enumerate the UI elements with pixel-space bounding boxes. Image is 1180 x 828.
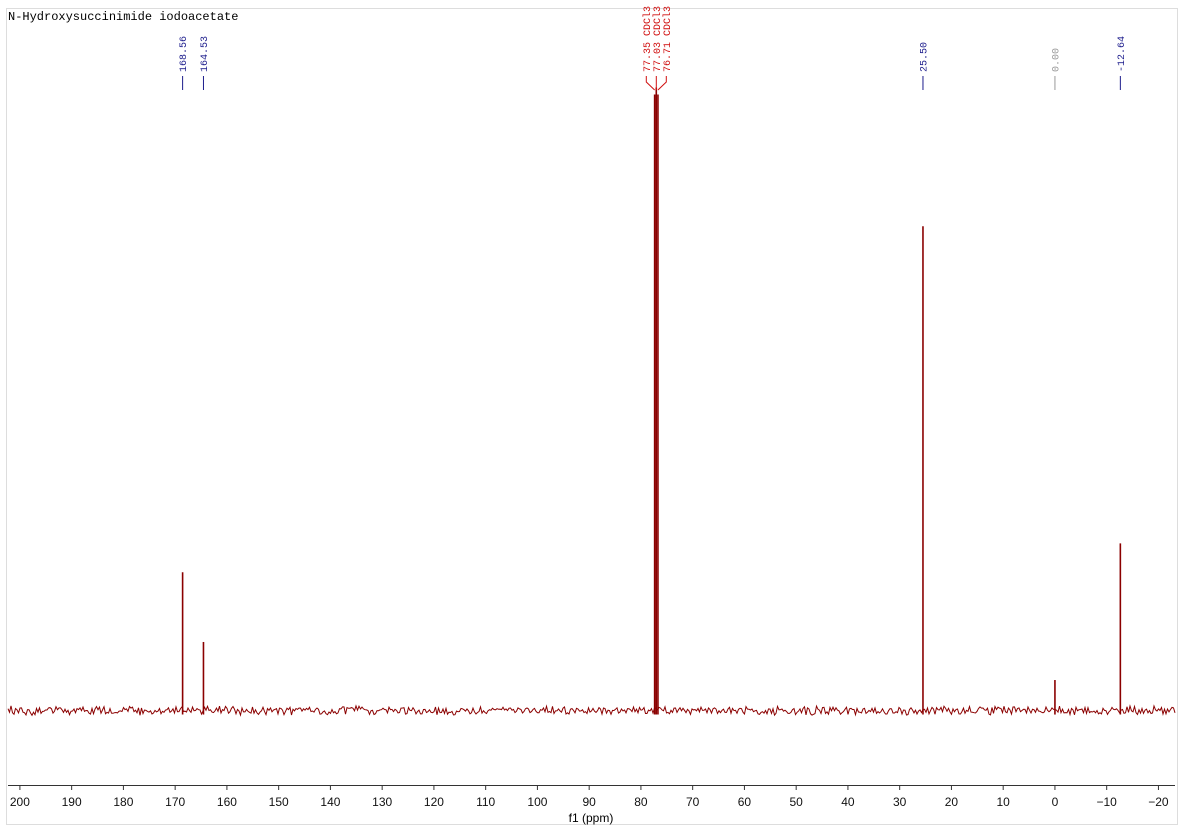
peak-label: -12.64 xyxy=(1117,36,1128,72)
x-tick-label: 170 xyxy=(165,795,185,809)
x-tick-label: −20 xyxy=(1148,795,1169,809)
x-tick-label: 0 xyxy=(1052,795,1059,809)
x-tick-label: 80 xyxy=(634,795,648,809)
x-tick-label: 20 xyxy=(945,795,959,809)
x-tick-label: 140 xyxy=(320,795,340,809)
x-tick-label: 180 xyxy=(113,795,133,809)
x-tick-label: 90 xyxy=(582,795,596,809)
x-tick-label: 100 xyxy=(527,795,547,809)
peak-label: 76.71 CDCl3 xyxy=(662,6,674,72)
peak-label: 164.53 xyxy=(200,36,211,72)
peak-label-connector xyxy=(657,76,667,91)
x-tick-label: 30 xyxy=(893,795,907,809)
frame xyxy=(6,8,1178,825)
x-tick-label: 190 xyxy=(62,795,82,809)
peak-label: 77.03 CDCl3 xyxy=(652,6,664,72)
x-tick-label: 40 xyxy=(841,795,855,809)
x-tick-label: 110 xyxy=(476,795,495,809)
baseline-noise xyxy=(7,704,1176,717)
x-tick-label: 200 xyxy=(10,795,30,809)
x-tick-label: 70 xyxy=(686,795,700,809)
peak-label: 168.56 xyxy=(179,36,190,72)
peak-label-connector xyxy=(645,76,655,91)
x-tick-label: −10 xyxy=(1097,795,1118,809)
x-axis-title: f1 (ppm) xyxy=(569,811,614,825)
chart-title: N-Hydroxysuccinimide iodoacetate xyxy=(8,10,238,24)
peak-label: 77.35 CDCl3 xyxy=(642,6,654,72)
x-tick-label: 10 xyxy=(997,795,1011,809)
x-tick-label: 60 xyxy=(738,795,752,809)
peak-label: 0.00 xyxy=(1051,48,1062,72)
x-tick-label: 160 xyxy=(217,795,237,809)
x-tick-label: 150 xyxy=(269,795,289,809)
x-tick-label: 130 xyxy=(372,795,392,809)
peak-label: 25.50 xyxy=(919,42,930,72)
x-tick-label: 120 xyxy=(424,795,444,809)
x-tick-label: 50 xyxy=(789,795,803,809)
